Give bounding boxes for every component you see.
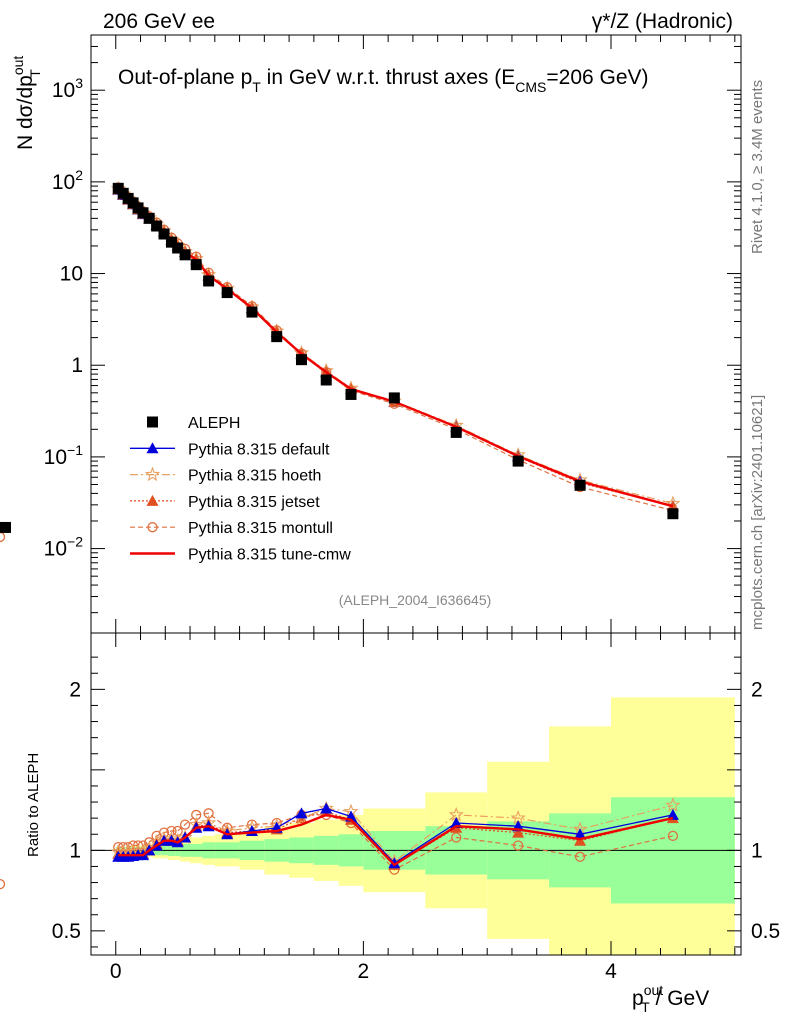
ratio-series-group [0,797,681,890]
ratio-y-axis-label: Ratio to ALEPH [25,753,42,857]
legend-label-montull: Pythia 8.315 montull [188,520,333,537]
y-tick-label: 10 [60,263,83,286]
aleph-point [190,259,202,271]
plot-title: Out-of-plane pT in GeV w.r.t. thrust axe… [118,66,649,95]
aleph-point [295,354,307,366]
aleph-point [172,242,184,254]
ratio-tick-label-left: 0.5 [52,920,81,943]
rivet-label: Rivet 4.1.0, ≥ 3.4M events [749,80,766,254]
x-tick-label: 2 [358,960,370,983]
ratio-point-montull [179,819,191,830]
ratio-plot-frame [90,632,742,956]
header-left: 206 GeV ee [103,10,215,33]
analysis-id: (ALEPH_2004_I636645) [339,592,492,608]
series-line-cmw [117,188,674,508]
main-plot-frame [90,34,742,634]
legend-label-default: Pythia 8.315 default [188,441,330,458]
legend-label-cmw: Pythia 8.315 tune-cmw [188,547,351,564]
ratio-point-default [666,808,679,820]
ratio-point-default [320,802,333,814]
aleph-point [165,236,177,248]
ratio-point-montull [574,851,586,862]
aleph-point [574,479,586,491]
y-tick-label: 1 [71,354,83,377]
aleph-point [320,374,332,386]
legend-marker-aleph [147,416,158,428]
aleph-point [221,287,233,299]
aleph-point [137,207,149,219]
ratio-tick-label-left: 1 [69,839,81,862]
x-axis-label: pout T / GeV [632,982,709,1015]
main-series-group [0,180,681,543]
aleph-point [271,331,283,343]
aleph-point [179,249,191,261]
header-right: γ*/Z (Hadronic) [592,10,733,33]
ratio-point-jetset [512,826,525,838]
aleph-point [667,508,679,520]
ratio-point-default [388,857,401,869]
legend-label-jetset: Pythia 8.315 jetset [188,494,320,511]
x-tick-label: 0 [110,960,122,983]
ratio-error-bands [91,697,741,955]
legend-label-aleph: ALEPH [188,415,240,432]
mcplots-label: mcplots.cern.ch [arXiv:2401.10621] [749,395,766,630]
y-tick-label: 102 [52,167,83,194]
y-tick-label: 10−1 [44,442,84,469]
aleph-point [450,426,462,438]
series-point-montull [0,531,6,543]
ratio-point-montull [0,879,6,890]
aleph-point [512,455,524,467]
ratio-point-default [574,828,587,840]
aleph-point [203,275,215,287]
ratio-point-montull [512,840,524,851]
ratio-line-cmw [118,813,674,867]
x-tick-label: 4 [605,960,617,983]
aleph-point [388,392,400,404]
series-line-default [117,189,674,507]
ratio-tick-label-right: 1 [751,839,763,862]
aleph-point [143,212,155,224]
legend-marker-default [146,442,159,454]
aleph-point [0,521,11,533]
aleph-point [151,220,163,232]
series-line-jetset [117,188,674,507]
ratio-tick-label-left: 2 [69,678,81,701]
legend-marker-montull [147,522,158,533]
ratio-tick-label-right: 2 [751,678,763,701]
legend-label-hoeth: Pythia 8.315 hoeth [188,468,321,485]
ratio-point-default [295,807,308,819]
aleph-point [345,388,357,400]
aleph-point [246,306,258,318]
ratio-point-hoeth [665,797,681,812]
y-tick-label: 103 [52,75,83,102]
legend-marker-jetset [146,494,159,506]
ratio-tick-label-right: 0.5 [751,920,780,943]
ratio-point-montull [451,832,462,843]
y-tick-label: 10−2 [44,534,84,561]
y-axis-label: N dσ/dpoutT [10,56,43,150]
legend: ALEPH Pythia 8.315 default Pythia 8.315 ho… [130,415,351,564]
aleph-point [158,228,170,240]
legend-marker-hoeth [144,466,161,482]
series-line-montull [117,186,674,512]
ratio-point-montull [667,830,679,842]
